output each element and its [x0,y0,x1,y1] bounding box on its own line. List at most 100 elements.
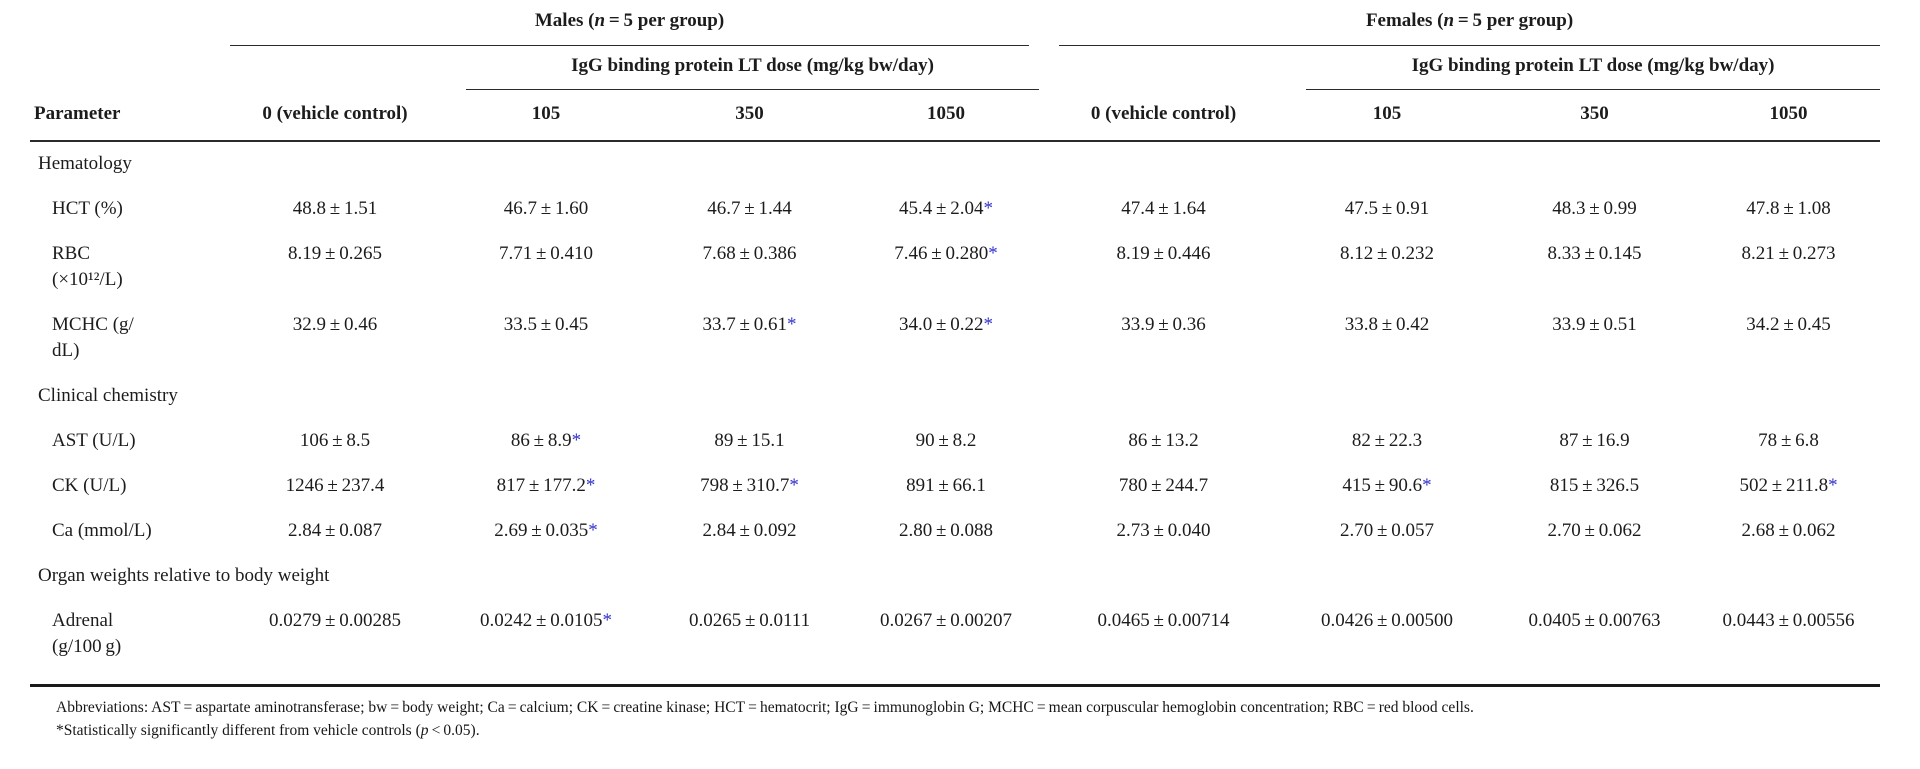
males-group-header: Males (n = 5 per group) [230,6,1045,46]
significance-asterisk: * [602,610,613,631]
column-header-female-1050: 1050 [1697,90,1881,142]
significance-asterisk: * [789,475,799,496]
toxicology-table: Males (n = 5 per group) Females (n = 5 p… [30,6,1881,687]
value-cell: 0.0443 ± 0.00556 [1697,599,1881,687]
males-label-suffix: = 5 per group) [605,10,725,31]
group-header-spacer [30,6,230,46]
param-label: MCHC (g/ dL) [52,314,134,361]
column-header-parameter: Parameter [30,90,230,142]
value-text: 2.69 ± 0.035 [494,520,589,541]
value-text: 415 ± 90.6 [1342,475,1423,496]
value-cell: 86 ± 13.2 [1128,430,1199,451]
section-row: Hematology [30,141,1880,187]
section-label: Organ weights relative to body weight [38,565,330,586]
value-text: 34.0 ± 0.22 [898,314,984,335]
value-cell: 87 ± 16.9 [1559,430,1630,451]
value-cell: 7.46 ± 0.280* [847,232,1045,303]
section-row: Organ weights relative to body weight [30,554,1880,599]
column-header-female-105: 105 [1282,90,1493,142]
value-text: 33.7 ± 0.61 [702,314,788,335]
value-text: 798 ± 310.7 [700,475,790,496]
significance-asterisk: * [588,520,598,541]
value-cell: 47.5 ± 0.91 [1344,198,1430,219]
value-cell: 891 ± 66.1 [906,475,986,496]
column-header-male-control: 0 (vehicle control) [230,90,440,142]
value-cell: 48.8 ± 1.51 [292,198,378,219]
value-cell: 2.68 ± 0.062 [1741,520,1836,541]
value-cell: 2.73 ± 0.040 [1116,520,1211,541]
value-cell: 45.4 ± 2.04* [847,187,1045,232]
value-cell: 47.8 ± 1.08 [1746,198,1831,219]
value-cell: 8.33 ± 0.145 [1547,243,1642,264]
females-label-suffix: = 5 per group) [1454,10,1574,31]
females-dose-header: IgG binding protein LT dose (mg/kg bw/da… [1282,46,1881,90]
males-dose-header: IgG binding protein LT dose (mg/kg bw/da… [440,46,1045,90]
paper-table-page: Males (n = 5 per group) Females (n = 5 p… [30,6,1884,742]
table-body: Hematology HCT (%) 48.8 ± 1.51 46.7 ± 1.60 4… [30,141,1881,687]
table-row: RBC (×10¹²/L) 8.19 ± 0.265 7.71 ± 0.410 7.6… [30,232,1880,303]
value-cell: 780 ± 244.7 [1118,475,1209,496]
significance-asterisk: * [983,314,994,335]
value-cell: 0.0242 ± 0.0105* [440,599,652,687]
table-row: MCHC (g/ dL) 32.9 ± 0.46 33.5 ± 0.45 33.7 ±… [30,303,1880,374]
dose-header-row: IgG binding protein LT dose (mg/kg bw/da… [30,46,1881,90]
value-cell: 78 ± 6.8 [1758,430,1819,451]
value-cell: 2.69 ± 0.035* [440,509,652,554]
significance-asterisk: * [983,198,994,219]
value-cell: 2.70 ± 0.057 [1340,520,1435,541]
table-footnotes: Abbreviations: AST = aspartate aminotran… [56,696,1884,742]
value-cell: 34.0 ± 0.22* [847,303,1045,374]
value-cell: 2.84 ± 0.092 [702,520,797,541]
value-cell: 46.7 ± 1.60 [503,198,589,219]
value-cell: 502 ± 211.8* [1697,464,1880,509]
section-row: Clinical chemistry [30,374,1880,419]
value-cell: 33.9 ± 0.51 [1552,314,1637,335]
footnote-abbreviations: Abbreviations: AST = aspartate aminotran… [56,699,1474,716]
significance-asterisk: * [787,314,797,335]
value-text: 86 ± 8.9 [510,430,572,451]
significance-asterisk: * [1828,475,1838,496]
column-header-male-105: 105 [440,90,652,142]
value-text: 502 ± 211.8 [1739,475,1829,496]
value-cell: 7.71 ± 0.410 [498,243,594,264]
column-header-male-350: 350 [652,90,847,142]
value-cell: 0.0267 ± 0.00207 [847,599,1046,687]
column-header-female-control: 0 (vehicle control) [1045,90,1283,142]
value-cell: 7.68 ± 0.386 [702,243,797,264]
value-cell: 2.80 ± 0.088 [898,520,994,541]
males-n-italic: n [594,10,606,31]
value-cell: 0.0265 ± 0.0111 [652,599,847,687]
dose-header-spacer [1045,46,1282,90]
table-row: CK (U/L) 1246 ± 237.4 817 ± 177.2* 798 ± 31… [30,464,1880,509]
footnote-p-italic: p [420,722,429,739]
females-group-header: Females (n = 5 per group) [1045,6,1881,46]
value-cell: 106 ± 8.5 [299,430,371,451]
value-cell: 89 ± 15.1 [714,430,785,451]
value-cell: 33.7 ± 0.61* [652,303,847,374]
section-label: Clinical chemistry [38,385,178,406]
value-text: 0.0242 ± 0.0105 [479,610,603,631]
females-n-italic: n [1443,10,1455,31]
table-row: HCT (%) 48.8 ± 1.51 46.7 ± 1.60 46.7 ± 1.44… [30,187,1880,232]
value-cell: 2.84 ± 0.087 [287,520,383,541]
value-cell: 86 ± 8.9* [440,419,652,464]
value-cell: 90 ± 8.2 [915,430,977,451]
param-label: CK (U/L) [52,475,127,496]
value-cell: 817 ± 177.2* [440,464,652,509]
value-cell: 798 ± 310.7* [652,464,847,509]
section-label: Hematology [38,153,132,174]
value-cell: 33.5 ± 0.45 [503,314,589,335]
significance-asterisk: * [585,475,596,496]
value-cell: 48.3 ± 0.99 [1552,198,1637,219]
males-label: Males ( [534,10,595,31]
param-label: RBC (×10¹²/L) [52,243,123,290]
column-header-male-1050: 1050 [847,90,1046,142]
param-label: Ca (mmol/L) [52,520,152,541]
value-cell: 8.19 ± 0.265 [287,243,383,264]
value-cell: 815 ± 326.5 [1549,475,1640,496]
value-cell: 46.7 ± 1.44 [707,198,792,219]
value-text: 7.46 ± 0.280 [894,243,989,264]
significance-asterisk: * [988,243,998,264]
significance-asterisk: * [571,430,582,451]
value-cell: 8.21 ± 0.273 [1741,243,1836,264]
